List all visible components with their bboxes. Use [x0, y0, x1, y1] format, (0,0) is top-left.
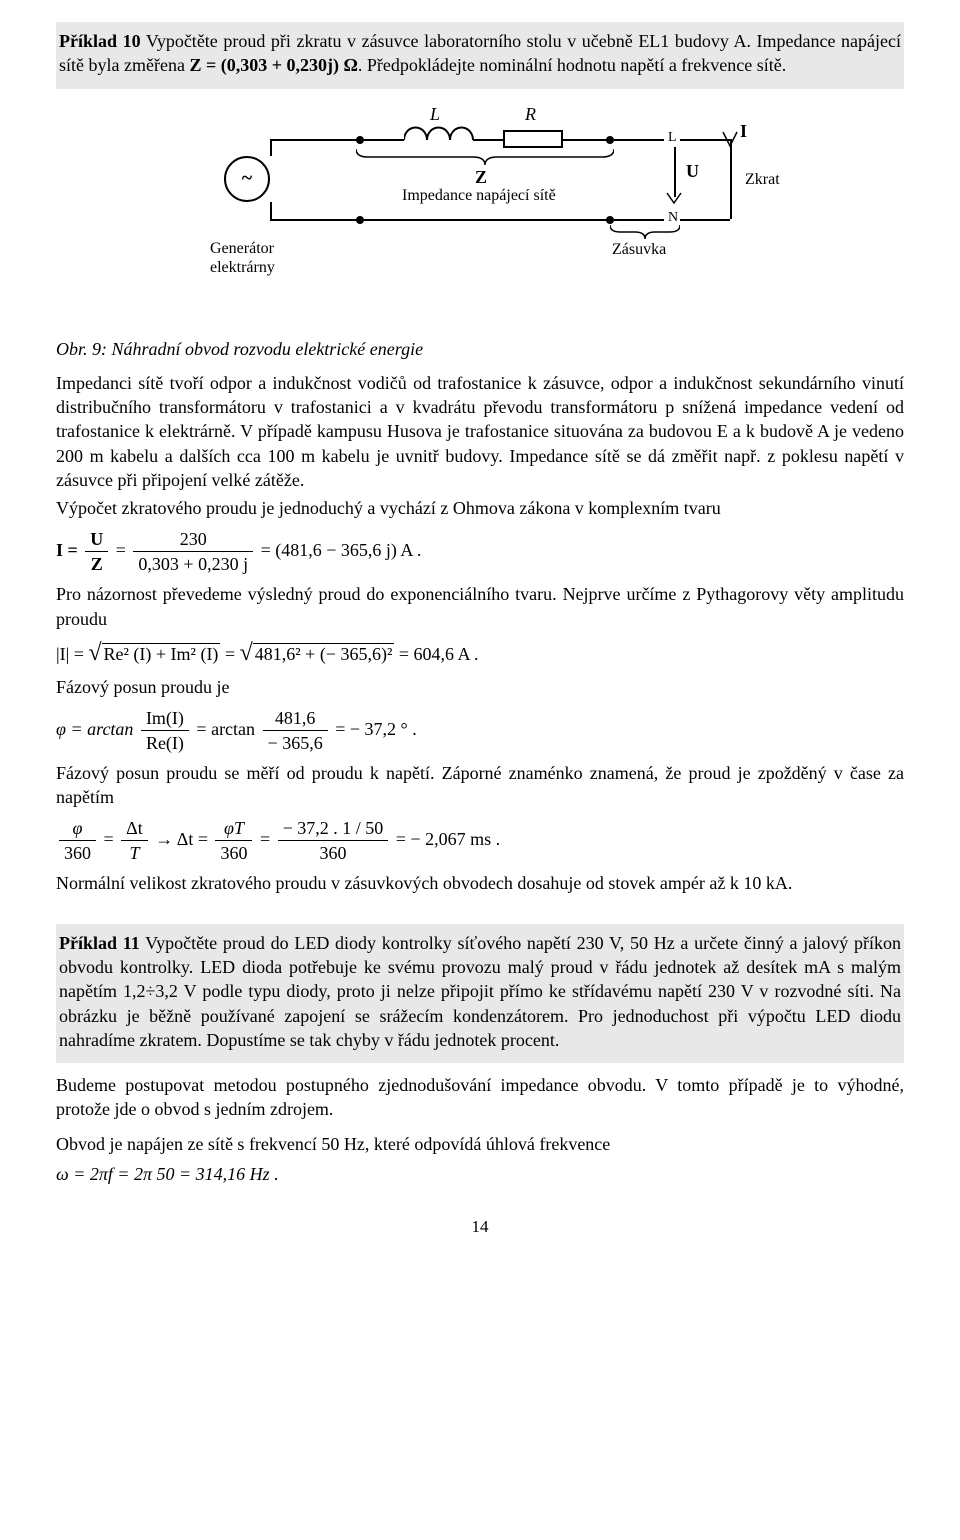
- example-11-header: Příklad 11 Vypočtěte proud do LED diody …: [56, 924, 904, 1063]
- body-text: Pro názornost převedeme výsledný proud d…: [56, 582, 904, 631]
- body-text: Fázový posun proudu se měří od proudu k …: [56, 761, 904, 810]
- example-10-header: Příklad 10 Vypočtěte proud při zkratu v …: [56, 22, 904, 89]
- figure-caption: Obr. 9: Náhradní obvod rozvodu elektrick…: [56, 337, 904, 361]
- brace-icon: [610, 225, 680, 239]
- equation-2: |I| = √Re² (I) + Im² (I) = √481,6² + (− …: [56, 637, 904, 669]
- brace-icon: [356, 149, 614, 165]
- arrow-icon: [665, 191, 683, 205]
- example-10-text: Příklad 10 Vypočtěte proud při zkratu v …: [59, 29, 901, 78]
- body-text: Budeme postupovat metodou postupného zje…: [56, 1073, 904, 1122]
- body-text: Normální velikost zkratového proudu v zá…: [56, 871, 904, 895]
- equation-5: ω = 2πf = 2π 50 = 314,16 Hz .: [56, 1162, 904, 1186]
- ex10-bold: Příklad 10: [59, 31, 141, 51]
- generator-icon: ~: [224, 156, 270, 202]
- equation-3: φ = arctan Im(I)Re(I) = arctan 481,6− 36…: [56, 706, 904, 756]
- example-11-text: Příklad 11 Vypočtěte proud do LED diody …: [59, 931, 901, 1052]
- equation-4: φ360 = ΔtT → Δt = φT360 = − 37,2 . 1 / 5…: [56, 816, 904, 866]
- body-text: Výpočet zkratového proudu je jednoduchý …: [56, 496, 904, 520]
- equation-1: I = UZ = 2300,303 + 0,230 j = (481,6 − 3…: [56, 527, 904, 577]
- arrow-icon: [720, 129, 740, 149]
- body-text: Impedanci sítě tvoří odpor a indukčnost …: [56, 371, 904, 492]
- body-text: Fázový posun proudu je: [56, 675, 904, 699]
- circuit-diagram: L N ~ L R I Z Impedance napájecí sítě U …: [180, 99, 780, 319]
- body-text: Obvod je napájen ze sítě s frekvencí 50 …: [56, 1132, 904, 1156]
- page-number: 14: [56, 1216, 904, 1239]
